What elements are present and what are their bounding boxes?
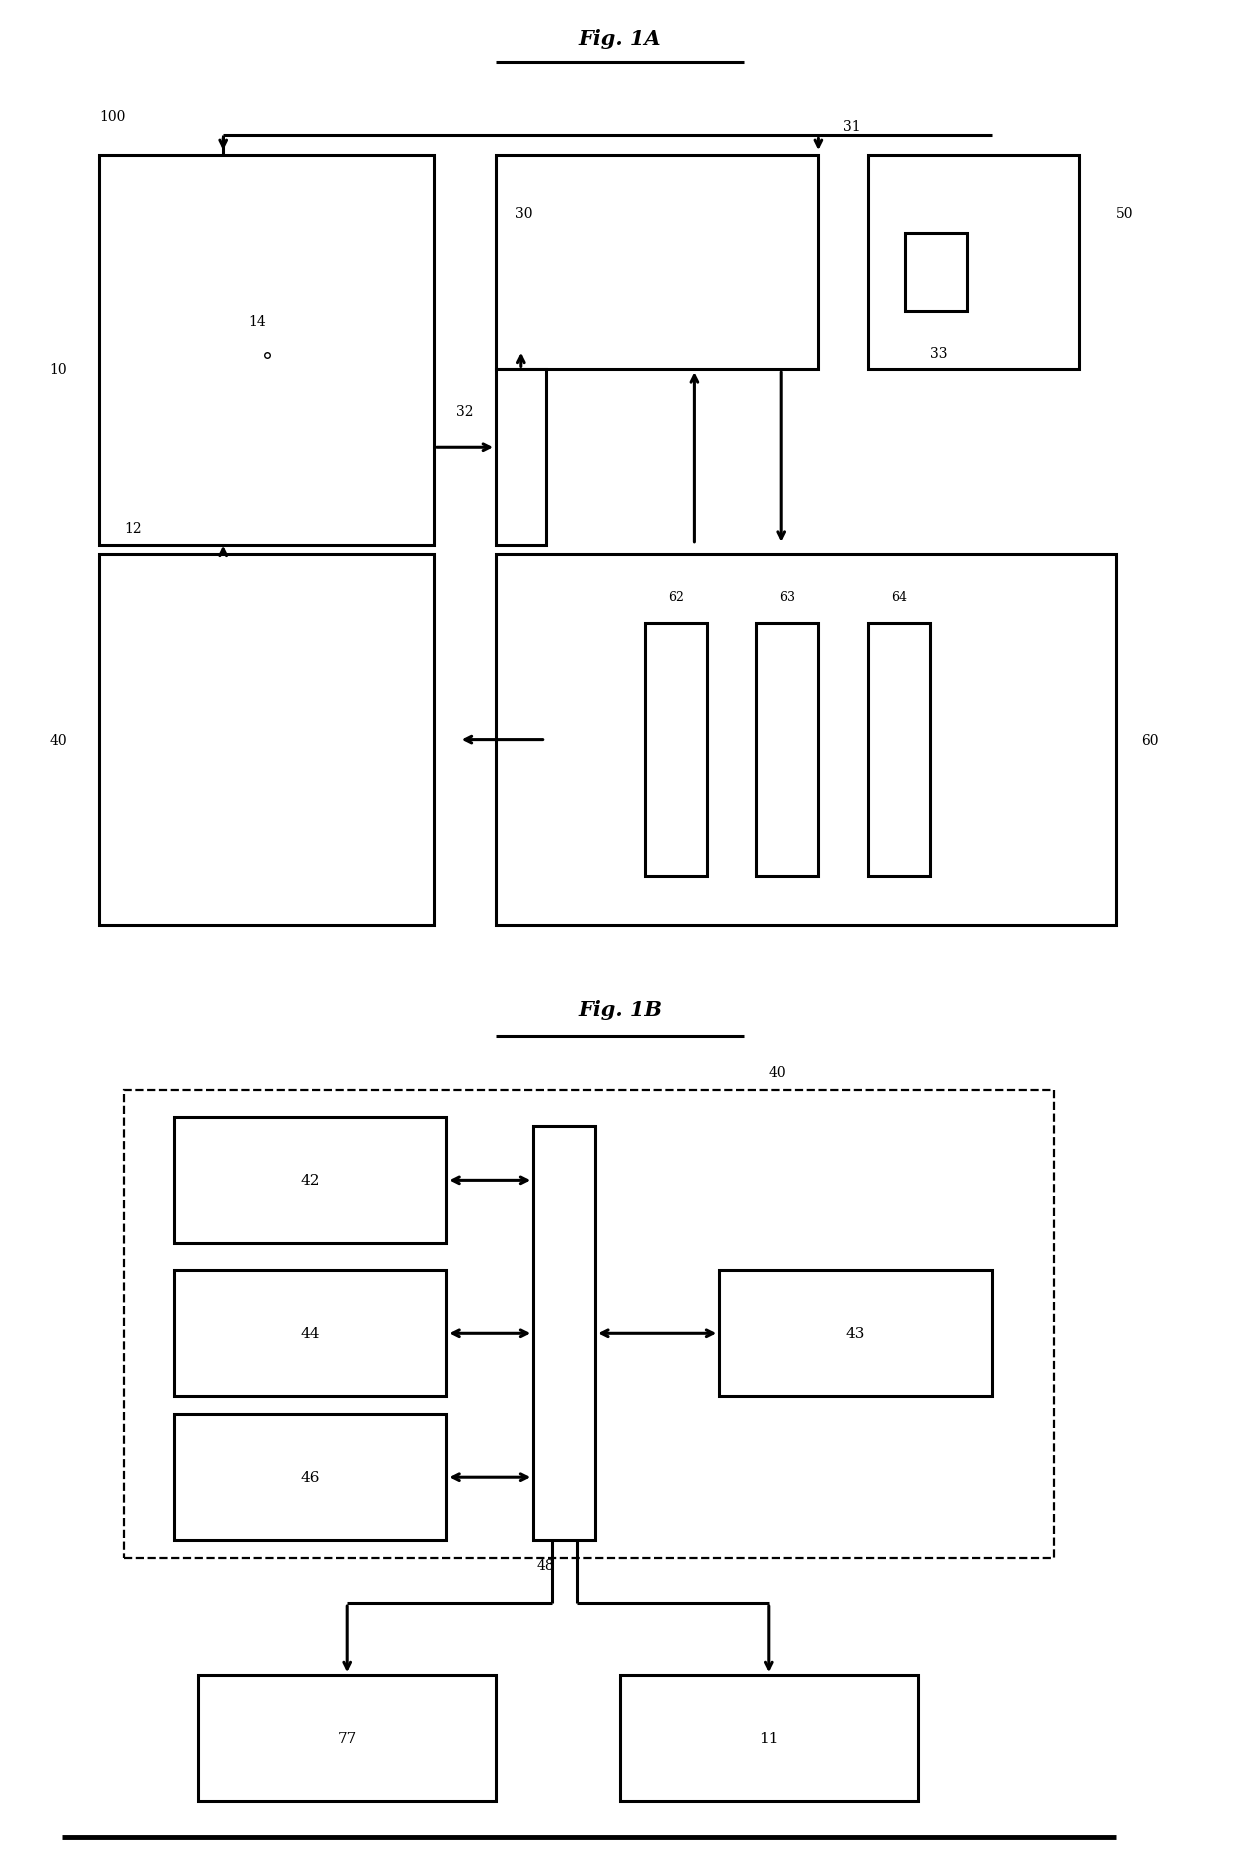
- Text: 44: 44: [300, 1326, 320, 1341]
- Bar: [645, 624, 707, 877]
- Bar: [756, 624, 818, 877]
- Text: 64: 64: [892, 590, 906, 603]
- Bar: [174, 1414, 446, 1540]
- Text: 100: 100: [99, 111, 125, 124]
- Bar: [868, 155, 1079, 371]
- Text: 33: 33: [930, 347, 947, 360]
- Bar: [198, 1674, 496, 1802]
- Text: 32: 32: [456, 405, 474, 420]
- Text: 31: 31: [843, 120, 861, 133]
- Bar: [905, 234, 967, 311]
- Bar: [620, 1674, 918, 1802]
- Bar: [496, 554, 1116, 925]
- Text: 63: 63: [780, 590, 795, 603]
- Text: 10: 10: [50, 363, 67, 376]
- Text: Fig. 1B: Fig. 1B: [578, 1000, 662, 1021]
- Bar: [99, 155, 434, 545]
- Bar: [533, 1128, 595, 1540]
- Bar: [719, 1270, 992, 1397]
- Text: 30: 30: [515, 208, 532, 221]
- Bar: [174, 1270, 446, 1397]
- Text: 12: 12: [124, 523, 141, 536]
- Bar: [496, 155, 818, 371]
- Bar: [124, 1090, 1054, 1558]
- Text: 77: 77: [337, 1731, 357, 1746]
- Text: 40: 40: [50, 732, 67, 747]
- Bar: [99, 554, 434, 925]
- Text: 14: 14: [248, 315, 265, 328]
- Text: 46: 46: [300, 1470, 320, 1485]
- Text: 42: 42: [300, 1174, 320, 1187]
- Text: 50: 50: [1116, 208, 1133, 221]
- Bar: [868, 624, 930, 877]
- Text: Fig. 1A: Fig. 1A: [579, 28, 661, 49]
- Text: 48: 48: [537, 1558, 554, 1571]
- Text: 60: 60: [1141, 732, 1158, 747]
- Bar: [174, 1118, 446, 1244]
- Bar: [496, 371, 546, 545]
- Text: 11: 11: [759, 1731, 779, 1746]
- Text: 43: 43: [846, 1326, 866, 1341]
- Text: 62: 62: [668, 590, 683, 603]
- Text: 40: 40: [769, 1066, 786, 1081]
